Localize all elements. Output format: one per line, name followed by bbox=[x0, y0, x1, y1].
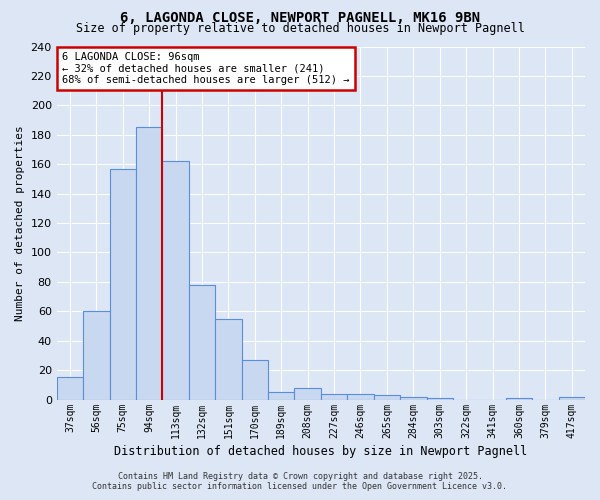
Bar bbox=[215, 318, 242, 400]
Bar bbox=[321, 394, 347, 400]
Bar bbox=[136, 128, 163, 400]
Bar bbox=[83, 312, 110, 400]
Bar bbox=[295, 388, 321, 400]
Bar bbox=[374, 395, 400, 400]
Y-axis label: Number of detached properties: Number of detached properties bbox=[15, 125, 25, 321]
Text: Size of property relative to detached houses in Newport Pagnell: Size of property relative to detached ho… bbox=[76, 22, 524, 35]
Text: 6, LAGONDA CLOSE, NEWPORT PAGNELL, MK16 9BN: 6, LAGONDA CLOSE, NEWPORT PAGNELL, MK16 … bbox=[120, 11, 480, 25]
Bar bbox=[163, 161, 189, 400]
Bar bbox=[242, 360, 268, 400]
Bar bbox=[268, 392, 295, 400]
Bar bbox=[559, 396, 585, 400]
Text: 6 LAGONDA CLOSE: 96sqm
← 32% of detached houses are smaller (241)
68% of semi-de: 6 LAGONDA CLOSE: 96sqm ← 32% of detached… bbox=[62, 52, 349, 85]
Bar bbox=[189, 285, 215, 400]
Bar bbox=[110, 168, 136, 400]
Bar bbox=[347, 394, 374, 400]
X-axis label: Distribution of detached houses by size in Newport Pagnell: Distribution of detached houses by size … bbox=[114, 444, 527, 458]
Bar bbox=[506, 398, 532, 400]
Text: Contains HM Land Registry data © Crown copyright and database right 2025.
Contai: Contains HM Land Registry data © Crown c… bbox=[92, 472, 508, 491]
Bar bbox=[400, 396, 427, 400]
Bar bbox=[56, 378, 83, 400]
Bar bbox=[427, 398, 453, 400]
